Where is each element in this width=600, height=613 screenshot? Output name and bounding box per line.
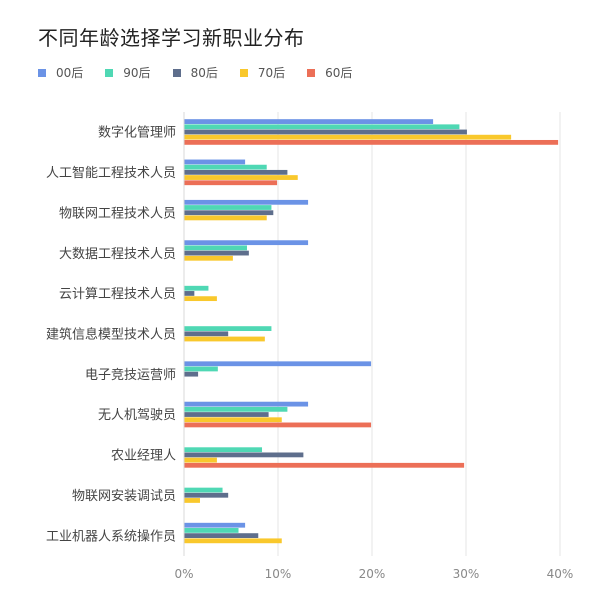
legend: 00后 90后 80后 70后 60后 bbox=[38, 64, 352, 81]
category-label: 人工智能工程技术人员 bbox=[46, 166, 176, 181]
bar bbox=[184, 522, 246, 528]
bar bbox=[184, 250, 249, 256]
bar bbox=[184, 210, 274, 216]
category-label: 云计算工程技术人员 bbox=[59, 287, 176, 302]
bar bbox=[184, 124, 460, 130]
bar bbox=[184, 205, 272, 210]
legend-label: 80后 bbox=[190, 66, 218, 80]
legend-item: 00后 bbox=[38, 64, 83, 81]
bar bbox=[184, 422, 372, 428]
bar bbox=[184, 175, 298, 180]
bar bbox=[184, 159, 246, 165]
bar bbox=[184, 336, 265, 342]
category-label: 物联网安装调试员 bbox=[72, 489, 176, 504]
bar bbox=[184, 285, 209, 291]
bar bbox=[184, 401, 309, 407]
legend-label: 90后 bbox=[123, 66, 151, 80]
bar bbox=[184, 533, 259, 539]
category-label: 工业机器人系统操作员 bbox=[46, 528, 176, 544]
bar bbox=[184, 538, 282, 544]
legend-label: 70后 bbox=[257, 66, 286, 80]
bar bbox=[184, 296, 217, 302]
x-tick-label: 0% bbox=[174, 567, 193, 581]
bar bbox=[184, 164, 267, 170]
bar bbox=[184, 169, 288, 175]
bar bbox=[184, 119, 434, 124]
bar bbox=[184, 199, 309, 205]
legend-item: 90后 bbox=[105, 64, 151, 81]
bar bbox=[184, 361, 372, 367]
bar bbox=[184, 240, 309, 246]
bar bbox=[184, 129, 467, 135]
legend-swatch bbox=[172, 68, 181, 77]
bar bbox=[184, 406, 288, 412]
bar bbox=[184, 371, 199, 377]
bar bbox=[184, 215, 267, 221]
legend-item: 60后 bbox=[307, 64, 352, 81]
bar bbox=[184, 331, 229, 337]
bar bbox=[184, 447, 263, 453]
bar bbox=[184, 417, 282, 423]
legend-label: 00后 bbox=[56, 66, 84, 80]
x-tick-label: 10% bbox=[265, 567, 292, 581]
legend-swatch bbox=[105, 68, 114, 77]
bar bbox=[184, 452, 304, 458]
bar bbox=[184, 412, 269, 417]
legend-swatch bbox=[307, 68, 316, 77]
x-tick-label: 40% bbox=[547, 567, 574, 581]
bar bbox=[184, 492, 229, 498]
category-label: 农业经理人 bbox=[111, 449, 176, 464]
x-tick-label: 30% bbox=[453, 567, 480, 581]
bar bbox=[184, 366, 218, 372]
bar bbox=[184, 528, 239, 533]
bar bbox=[184, 487, 223, 493]
category-label: 大数据工程技术人员 bbox=[59, 247, 176, 262]
legend-item: 80后 bbox=[172, 64, 218, 81]
bar bbox=[184, 457, 217, 463]
bar bbox=[184, 245, 247, 251]
legend-label: 60后 bbox=[325, 66, 353, 80]
category-label: 物联网工程技术人员 bbox=[59, 206, 176, 221]
bar bbox=[184, 498, 200, 503]
chart-title: 不同年龄选择学习新职业分布 bbox=[38, 26, 305, 50]
bar bbox=[184, 255, 233, 261]
legend-swatch bbox=[38, 68, 46, 77]
bar bbox=[184, 326, 272, 331]
category-label: 无人机驾驶员 bbox=[98, 408, 176, 423]
bar bbox=[184, 134, 512, 140]
bar bbox=[184, 180, 278, 186]
bar bbox=[184, 462, 465, 468]
legend-item: 70后 bbox=[239, 64, 286, 81]
category-label: 建筑信息模型技术人员 bbox=[46, 327, 176, 343]
bar bbox=[184, 139, 559, 145]
x-tick-label: 20% bbox=[359, 567, 386, 581]
category-label: 电子竞技运营师 bbox=[85, 367, 176, 383]
legend-swatch bbox=[239, 68, 248, 77]
bar bbox=[184, 291, 195, 296]
category-label: 数字化管理师 bbox=[98, 126, 176, 141]
